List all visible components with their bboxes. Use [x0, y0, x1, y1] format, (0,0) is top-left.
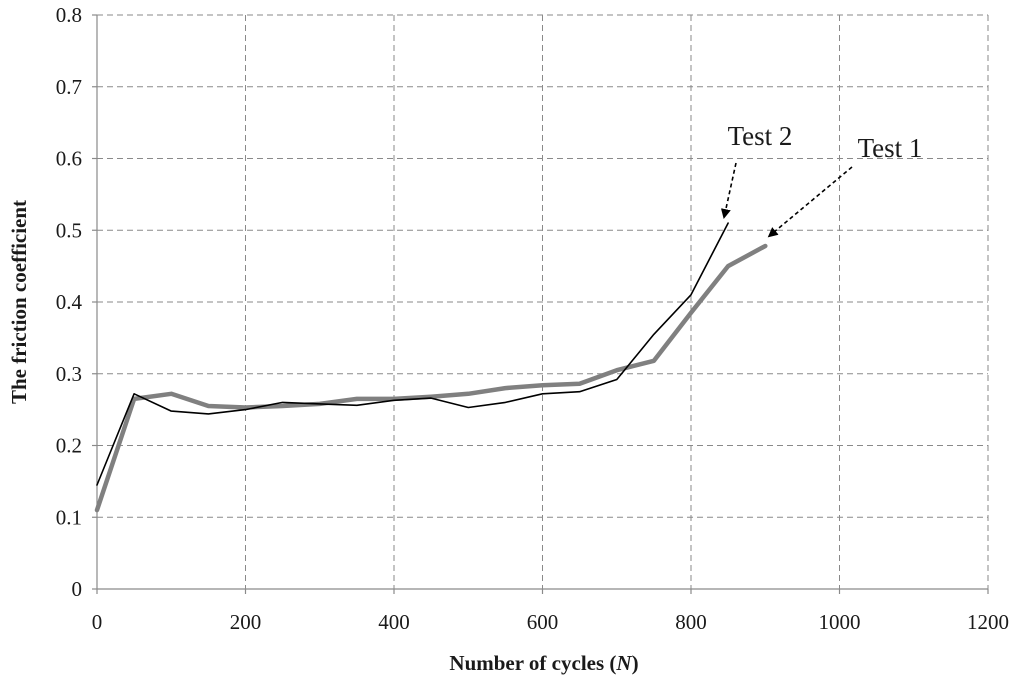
x-tick-label: 800: [675, 610, 707, 634]
y-tick-label: 0.8: [56, 3, 82, 27]
y-tick-label: 0.2: [56, 434, 82, 458]
annotation-arrow-test-1: [767, 166, 853, 238]
grid: [97, 14, 989, 589]
annotation-arrow-test-2: [720, 162, 737, 220]
y-tick-label: 0.1: [56, 505, 82, 529]
y-tick-label: 0.4: [56, 290, 83, 314]
annotation-label-test-2: Test 2: [728, 121, 793, 151]
x-axis-title-text: Number of cycles (: [449, 651, 616, 675]
series-line-test-2: [96, 222, 729, 486]
x-axis-title-close: ): [632, 651, 639, 675]
axes: [92, 14, 989, 594]
x-tick-label: 1000: [819, 610, 861, 634]
y-tick-label: 0.7: [56, 75, 82, 99]
x-tick-labels: 0 200 400 600 800 1000 1200: [92, 610, 1009, 634]
x-axis-title: Number of cycles (N): [449, 651, 638, 675]
annotations: Test 2 Test 1: [720, 121, 923, 238]
y-axis-title: The friction coefficient: [7, 200, 31, 404]
x-tick-label: 1200: [967, 610, 1009, 634]
y-tick-label: 0.3: [56, 362, 82, 386]
series-lines: [94, 222, 768, 513]
x-tick-label: 0: [92, 610, 103, 634]
x-tick-label: 400: [378, 610, 410, 634]
x-tick-label: 600: [527, 610, 559, 634]
y-tick-labels: 0 0.1 0.2 0.3 0.4 0.5 0.6 0.7 0.8: [56, 3, 83, 601]
x-axis-title-variable: N: [615, 651, 632, 675]
y-tick-label: 0.6: [56, 147, 82, 171]
annotation-label-test-1: Test 1: [858, 133, 923, 163]
y-tick-label: 0: [72, 577, 83, 601]
y-tick-label: 0.5: [56, 218, 82, 242]
x-tick-label: 200: [230, 610, 262, 634]
series-line-test-1: [94, 243, 768, 513]
